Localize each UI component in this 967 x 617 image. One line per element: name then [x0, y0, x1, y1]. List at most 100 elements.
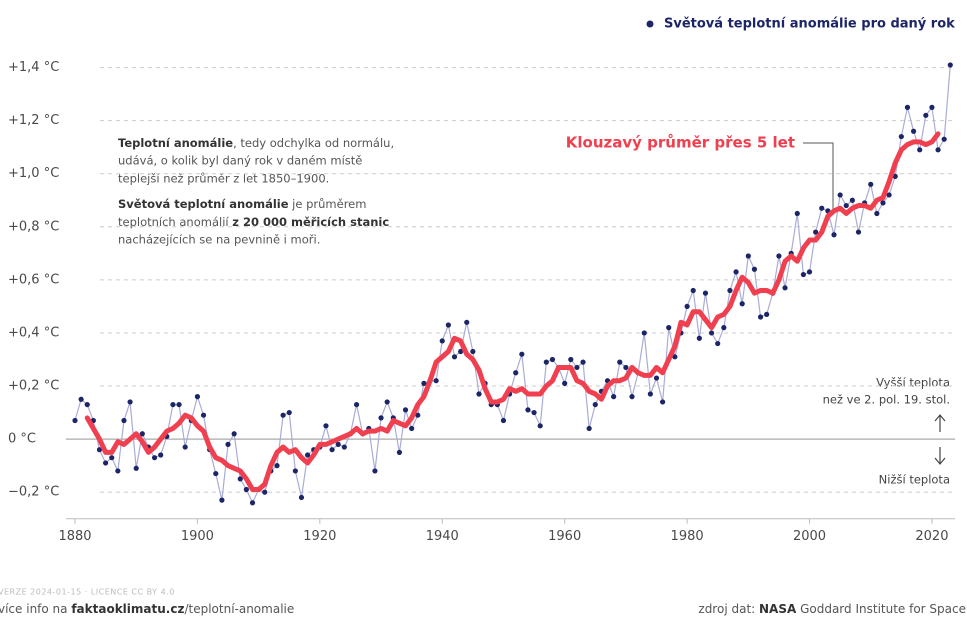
annual-dot: [458, 348, 464, 355]
annual-dot: [292, 468, 298, 474]
annual-dot: [513, 370, 519, 376]
source-bold: NASA: [759, 602, 797, 616]
annual-dot: [629, 394, 635, 400]
annual-dot: [78, 396, 84, 402]
annual-dot: [384, 399, 390, 405]
legend-label: Světová teplotní anomálie pro daný rok: [664, 17, 955, 32]
annual-dot: [323, 423, 329, 429]
annual-dot: [660, 399, 666, 405]
annual-dot: [525, 407, 531, 413]
y-tick-label: +1,4 °C: [8, 60, 59, 75]
annual-dot: [170, 401, 176, 408]
x-tick-label: 2000: [793, 529, 826, 544]
annual-dot: [415, 412, 421, 418]
annual-dot: [708, 330, 715, 336]
warmer-label: Vyšší teplota: [876, 376, 950, 390]
annual-dot: [904, 104, 911, 110]
annual-dot: [702, 290, 709, 296]
annual-dot: [262, 489, 268, 495]
y-tick-label: +0,2 °C: [8, 379, 59, 394]
annual-dot: [806, 269, 813, 275]
x-tick-label: 1900: [181, 529, 214, 544]
annual-dot: [843, 202, 849, 209]
source-text: Goddard Institute for Space: [796, 602, 966, 616]
annual-dot: [231, 431, 237, 437]
annual-dot: [947, 62, 953, 68]
annual-dot: [329, 447, 335, 453]
annual-dot: [855, 229, 862, 235]
annual-dot: [500, 417, 507, 424]
annual-dot: [721, 325, 727, 331]
annual-dot: [898, 133, 904, 140]
moving-average-line: [84, 131, 941, 493]
annual-dot: [549, 356, 556, 363]
annual-dot: [647, 391, 653, 397]
annual-dot: [335, 441, 341, 447]
annual-dot: [537, 423, 543, 429]
annual-dot: [182, 444, 188, 450]
x-tick-label: 1880: [58, 529, 91, 544]
annual-dot: [580, 359, 586, 365]
annual-dot: [819, 205, 825, 211]
annual-dot: [396, 449, 403, 455]
annual-dot: [617, 359, 623, 365]
annual-dot: [727, 287, 733, 294]
annual-dot: [219, 497, 225, 503]
annual-dot: [800, 271, 806, 278]
annual-dot: [892, 173, 898, 179]
y-tick-label: 0 °C: [8, 432, 36, 447]
more-info: více info na faktaoklimatu.cz/teplotní-a…: [0, 602, 294, 616]
annual-dot: [623, 364, 629, 371]
annual-dot: [470, 348, 476, 355]
annual-dot: [849, 197, 855, 203]
annual-dot: [574, 364, 580, 371]
annual-dot: [378, 415, 384, 421]
annual-dot: [280, 412, 286, 418]
annual-dot: [684, 303, 690, 310]
annual-dot: [421, 380, 427, 386]
annual-dot: [127, 399, 133, 405]
annual-dot: [409, 425, 415, 432]
annual-dot: [158, 452, 164, 458]
annual-dot: [586, 425, 592, 432]
annual-dot: [298, 494, 305, 501]
note-line: teplotních anomálií z 20 000 měřicích st…: [118, 215, 389, 229]
annual-dot: [451, 354, 458, 360]
annual-dot: [274, 463, 280, 469]
annual-dot: [831, 232, 837, 238]
warmer-label: než ve 2. pol. 19. stol.: [823, 393, 950, 407]
note-bold: z 20 000 měřicích stanic: [232, 215, 389, 229]
annual-dot: [194, 394, 201, 400]
annual-dot: [372, 468, 378, 474]
annual-dot: [286, 409, 292, 416]
annual-dot: [562, 380, 568, 386]
annual-dot: [568, 356, 574, 363]
y-tick-label: +0,8 °C: [8, 219, 59, 234]
annual-dot: [690, 287, 696, 294]
annual-dot: [176, 401, 182, 408]
annual-dot: [439, 338, 445, 344]
source-text: zdroj dat:: [698, 602, 759, 616]
annual-dot: [813, 229, 819, 235]
annual-dot: [886, 192, 892, 198]
x-tick-label: 1920: [303, 529, 336, 544]
annual-dot: [103, 460, 109, 466]
annual-dot: [868, 181, 874, 187]
annual-dot: [910, 128, 917, 134]
x-tick-label: 2020: [915, 529, 948, 544]
annual-dot: [666, 325, 672, 331]
version: VERZE 2024-01-15 · LICENCE CC BY 4.0: [0, 588, 175, 597]
y-tick-label: −0,2 °C: [8, 485, 59, 500]
annual-dot: [225, 441, 231, 447]
annual-dot: [733, 269, 739, 275]
annual-dot: [213, 470, 219, 477]
annual-dot: [641, 330, 647, 336]
annual-dot: [696, 335, 702, 341]
annual-dot: [917, 147, 923, 153]
annual-dot: [341, 444, 347, 450]
annual-dot: [433, 378, 439, 384]
leader-line: [803, 142, 834, 212]
y-tick-label: +1,2 °C: [8, 113, 59, 128]
annual-dot: [237, 476, 243, 482]
annual-dot: [121, 417, 127, 424]
